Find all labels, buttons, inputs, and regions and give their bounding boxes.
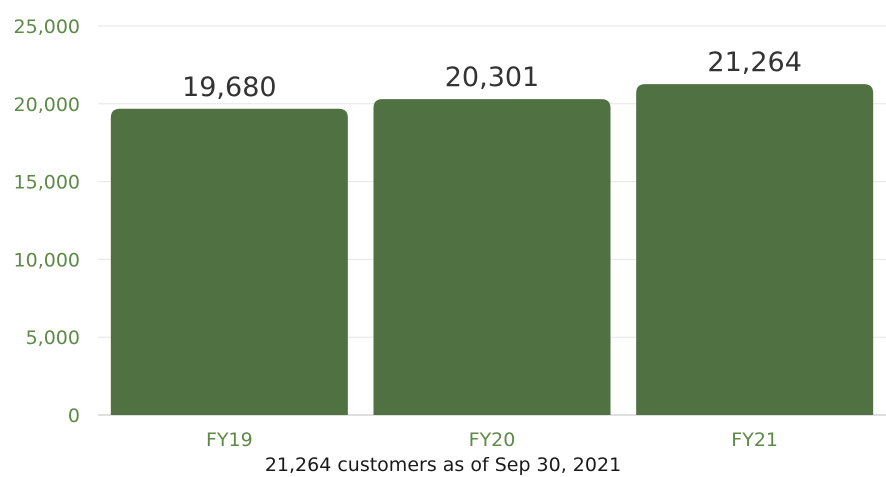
bar bbox=[110, 108, 348, 415]
y-tick-label: 20,000 bbox=[14, 94, 80, 116]
bar bbox=[373, 99, 611, 415]
y-tick-label: 10,000 bbox=[14, 249, 80, 271]
y-tick-label: 0 bbox=[68, 405, 80, 427]
x-tick-label: FY20 bbox=[469, 429, 516, 450]
bar bbox=[636, 84, 874, 416]
value-label: 19,680 bbox=[182, 72, 276, 103]
value-label: 20,301 bbox=[445, 62, 539, 93]
chart-caption: 21,264 customers as of Sep 30, 2021 bbox=[264, 454, 622, 476]
y-tick-label: 25,000 bbox=[14, 16, 80, 38]
x-tick-label: FY19 bbox=[206, 429, 253, 450]
y-tick-label: 15,000 bbox=[14, 172, 80, 194]
value-label: 21,264 bbox=[707, 47, 801, 78]
x-tick-label: FY21 bbox=[731, 429, 778, 450]
y-tick-label: 5,000 bbox=[26, 327, 80, 349]
bar-chart: 0 5,000 10,000 15,000 20,000 25,000 19,680 FY19… bbox=[14, 16, 886, 450]
